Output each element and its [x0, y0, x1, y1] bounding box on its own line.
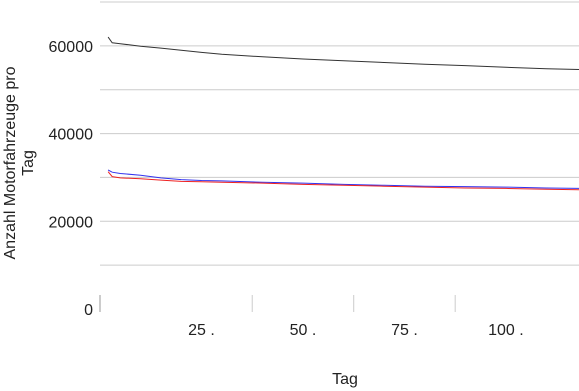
y-axis-label: Anzahl Motorfahrzeuge pro Tag [2, 66, 37, 260]
series-line [107, 171, 579, 191]
series-line [107, 36, 579, 70]
series-line [107, 169, 579, 189]
y-tick-label: 20000 [49, 214, 94, 231]
gridlines [100, 1, 579, 266]
x-axis-label: Tag [332, 371, 358, 388]
series-lines [107, 36, 579, 191]
y-tick-label: 0 [84, 302, 93, 319]
x-tick-labels: 25 . 50 . 75 . 100 . [188, 322, 524, 339]
x-axis-dividers [251, 295, 456, 312]
x-tick-label: 100 . [488, 322, 524, 339]
x-tick-label: 50 . [290, 322, 317, 339]
y-tick-labels: 0 20000 40000 60000 [49, 39, 94, 319]
x-tick-label: 75 . [391, 322, 418, 339]
y-tick-label: 60000 [49, 39, 94, 56]
y-tick-label: 40000 [49, 127, 94, 144]
x-tick-label: 25 . [188, 322, 215, 339]
